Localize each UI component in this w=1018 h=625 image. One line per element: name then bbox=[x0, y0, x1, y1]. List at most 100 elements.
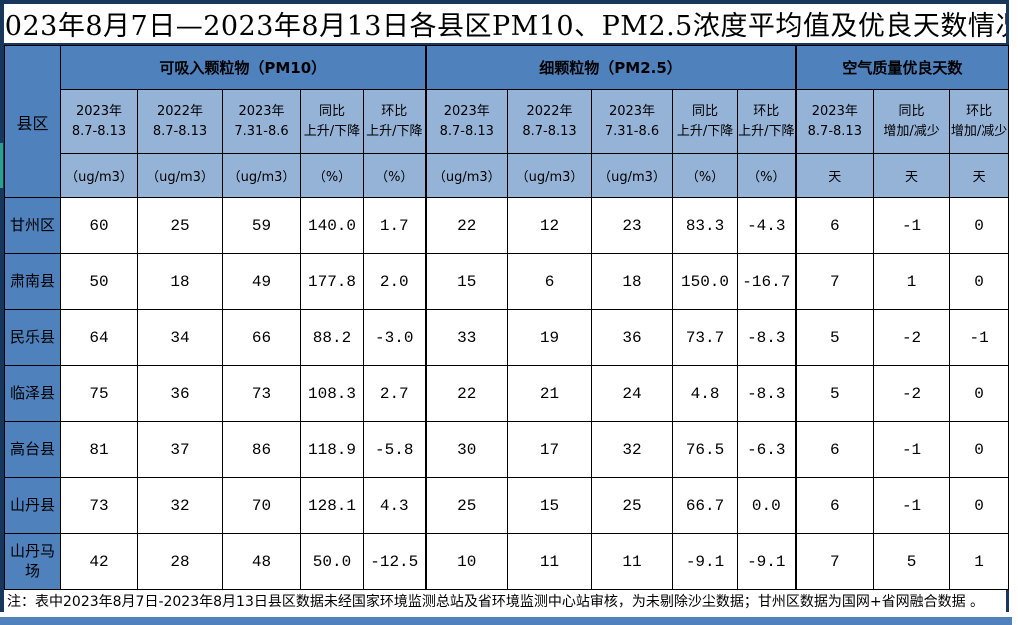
table-row: 民乐县 64 34 66 88.2 -3.0 33 19 36 73.7 -8.… bbox=[4, 309, 1010, 366]
group-header-pm25: 细颗粒物（PM2.5） bbox=[424, 45, 797, 90]
data-cell: 17 bbox=[507, 421, 593, 478]
unit-cell: （%） bbox=[672, 153, 739, 198]
data-cell: 73 bbox=[222, 365, 301, 422]
data-cell: 76.5 bbox=[672, 421, 739, 478]
data-cell: 6 bbox=[794, 197, 875, 254]
data-cell: 50.0 bbox=[300, 533, 364, 590]
data-cell: -1 bbox=[949, 309, 1010, 366]
data-cell: 33 bbox=[424, 309, 509, 366]
report-title: 2023年8月7日—2023年8月13日各县区PM10、PM2.5浓度平均值及优… bbox=[4, 4, 1006, 45]
unit-cell: （ug/m3） bbox=[591, 153, 674, 198]
data-cell: -2 bbox=[873, 365, 951, 422]
data-cell: -8.3 bbox=[737, 365, 797, 422]
data-cell: 7 bbox=[794, 533, 875, 590]
data-cell: 5 bbox=[873, 533, 951, 590]
data-cell: 6 bbox=[507, 253, 593, 310]
col-header: 同比 上升/下降 bbox=[672, 89, 739, 154]
data-cell: 18 bbox=[591, 253, 674, 310]
data-cell: 4.8 bbox=[672, 365, 739, 422]
data-cell: 75 bbox=[60, 365, 138, 422]
data-cell: -1 bbox=[873, 421, 951, 478]
data-cell: 150.0 bbox=[672, 253, 739, 310]
table-row: 高台县 81 37 86 118.9 -5.8 30 17 32 76.5 -6… bbox=[4, 421, 1010, 478]
data-cell: 60 bbox=[60, 197, 138, 254]
data-cell: -4.3 bbox=[737, 197, 797, 254]
data-cell: 36 bbox=[591, 309, 674, 366]
table-row: 肃南县 50 18 49 177.8 2.0 15 6 18 150.0 -16… bbox=[4, 253, 1010, 310]
county-cell: 肃南县 bbox=[4, 253, 61, 310]
data-cell: -6.3 bbox=[737, 421, 797, 478]
unit-cell: 天 bbox=[949, 153, 1010, 198]
data-cell: 70 bbox=[222, 477, 301, 534]
col-header: 环比 上升/下降 bbox=[362, 89, 427, 154]
col-header: 2023年 8.7-8.13 bbox=[60, 89, 138, 154]
data-cell: -9.1 bbox=[672, 533, 739, 590]
data-cell: 0 bbox=[949, 365, 1010, 422]
unit-cell: （ug/m3） bbox=[137, 153, 223, 198]
data-cell: 12 bbox=[507, 197, 593, 254]
data-cell: 22 bbox=[424, 365, 509, 422]
unit-cell: （%） bbox=[737, 153, 797, 198]
data-cell: 177.8 bbox=[300, 253, 364, 310]
data-cell: -16.7 bbox=[737, 253, 797, 310]
data-cell: 25 bbox=[424, 477, 509, 534]
data-cell: 10 bbox=[424, 533, 509, 590]
data-cell: 7 bbox=[794, 253, 875, 310]
data-cell: 25 bbox=[137, 197, 223, 254]
col-header: 2022年 8.7-8.13 bbox=[507, 89, 593, 154]
data-cell: 48 bbox=[222, 533, 301, 590]
data-cell: -5.8 bbox=[362, 421, 427, 478]
data-cell: 83.3 bbox=[672, 197, 739, 254]
county-cell: 山丹马场 bbox=[4, 533, 61, 590]
data-cell: -8.3 bbox=[737, 309, 797, 366]
data-cell: 0 bbox=[949, 197, 1010, 254]
data-cell: 128.1 bbox=[300, 477, 364, 534]
county-cell: 山丹县 bbox=[4, 477, 61, 534]
county-cell: 民乐县 bbox=[4, 309, 61, 366]
data-cell: 28 bbox=[137, 533, 223, 590]
data-cell: 73.7 bbox=[672, 309, 739, 366]
data-cell: 88.2 bbox=[300, 309, 364, 366]
data-cell: 5 bbox=[794, 309, 875, 366]
col-header: 同比 增加/减少 bbox=[873, 89, 951, 154]
unit-cell: 天 bbox=[794, 153, 875, 198]
col-header: 2023年 8.7-8.13 bbox=[424, 89, 509, 154]
data-cell: 2.7 bbox=[362, 365, 427, 422]
left-accent-mark bbox=[0, 143, 3, 188]
county-cell: 甘州区 bbox=[4, 197, 61, 254]
data-cell: 59 bbox=[222, 197, 301, 254]
data-cell: 73 bbox=[60, 477, 138, 534]
data-cell: -1 bbox=[873, 197, 951, 254]
data-cell: 1 bbox=[949, 533, 1010, 590]
data-cell: 25 bbox=[591, 477, 674, 534]
data-cell: 1.7 bbox=[362, 197, 427, 254]
unit-cell: （ug/m3） bbox=[222, 153, 301, 198]
data-cell: -2 bbox=[873, 309, 951, 366]
data-cell: -9.1 bbox=[737, 533, 797, 590]
data-cell: 18 bbox=[137, 253, 223, 310]
data-cell: 21 bbox=[507, 365, 593, 422]
county-cell: 临泽县 bbox=[4, 365, 61, 422]
data-cell: 22 bbox=[424, 197, 509, 254]
table-row: 甘州区 60 25 59 140.0 1.7 22 12 23 83.3 -4.… bbox=[4, 197, 1010, 254]
data-cell: 108.3 bbox=[300, 365, 364, 422]
data-cell: 32 bbox=[591, 421, 674, 478]
col-header: 环比 上升/下降 bbox=[737, 89, 797, 154]
data-cell: 66.7 bbox=[672, 477, 739, 534]
report-frame: 2023年8月7日—2023年8月13日各县区PM10、PM2.5浓度平均值及优… bbox=[0, 0, 1010, 612]
unit-cell: （ug/m3） bbox=[60, 153, 138, 198]
data-cell: 37 bbox=[137, 421, 223, 478]
data-cell: 140.0 bbox=[300, 197, 364, 254]
data-cell: 81 bbox=[60, 421, 138, 478]
data-cell: 49 bbox=[222, 253, 301, 310]
col-header: 同比 上升/下降 bbox=[300, 89, 364, 154]
data-cell: 118.9 bbox=[300, 421, 364, 478]
data-cell: 11 bbox=[591, 533, 674, 590]
data-cell: 11 bbox=[507, 533, 593, 590]
data-cell: 1 bbox=[873, 253, 951, 310]
unit-cell: （ug/m3） bbox=[507, 153, 593, 198]
data-cell: 2.0 bbox=[362, 253, 427, 310]
data-cell: 15 bbox=[424, 253, 509, 310]
unit-cell: （ug/m3） bbox=[424, 153, 509, 198]
data-cell: 6 bbox=[794, 477, 875, 534]
